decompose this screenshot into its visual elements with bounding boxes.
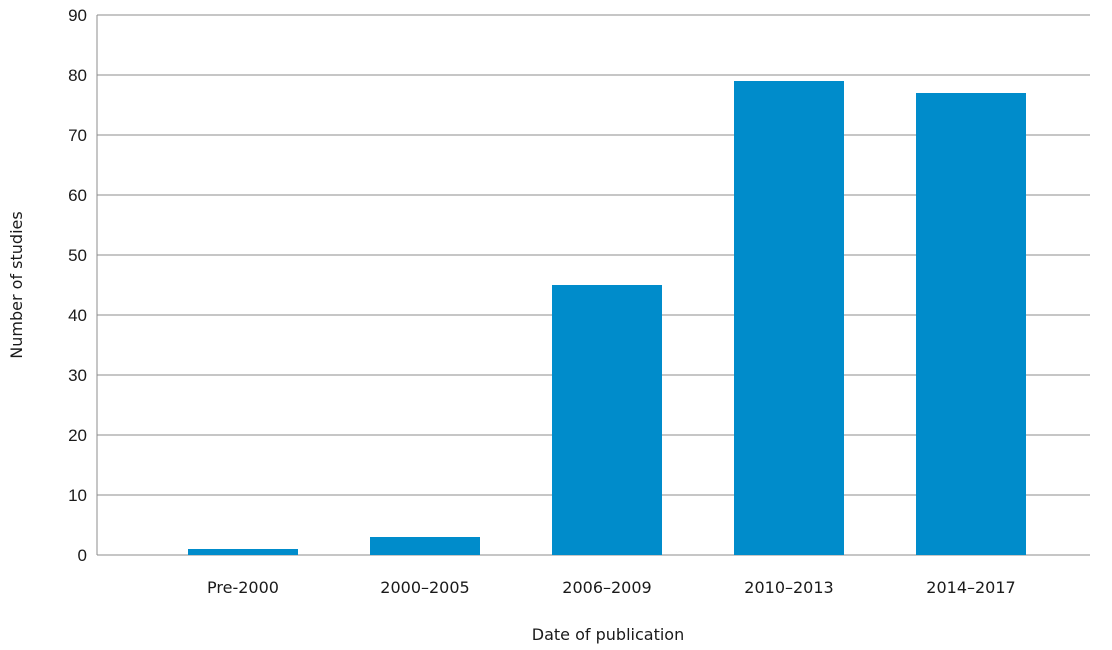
x-axis-title: Date of publication [532, 625, 684, 644]
x-axis-ticks: Pre-2000 2000–2005 2006–2009 2010–2013 2014–… [207, 578, 1016, 597]
y-tick-label: 30 [68, 366, 87, 385]
bar [188, 549, 298, 555]
y-tick-label: 50 [68, 246, 87, 265]
bars [188, 81, 1026, 555]
y-axis-title: Number of studies [7, 211, 26, 358]
x-tick-label: Pre-2000 [207, 578, 279, 597]
y-tick-label: 90 [68, 6, 87, 25]
y-tick-label: 10 [68, 486, 87, 505]
y-tick-label: 60 [68, 186, 87, 205]
y-tick-label: 0 [78, 546, 87, 565]
x-tick-label: 2006–2009 [562, 578, 651, 597]
y-axis-ticks: 0 10 20 30 40 50 60 70 80 90 [68, 6, 87, 565]
bar [916, 93, 1026, 555]
y-tick-label: 80 [68, 66, 87, 85]
x-tick-label: 2000–2005 [380, 578, 469, 597]
y-tick-label: 40 [68, 306, 87, 325]
x-tick-label: 2014–2017 [926, 578, 1015, 597]
y-tick-label: 70 [68, 126, 87, 145]
bar [370, 537, 480, 555]
bar [734, 81, 844, 555]
y-tick-label: 20 [68, 426, 87, 445]
bar [552, 285, 662, 555]
x-tick-label: 2010–2013 [744, 578, 833, 597]
